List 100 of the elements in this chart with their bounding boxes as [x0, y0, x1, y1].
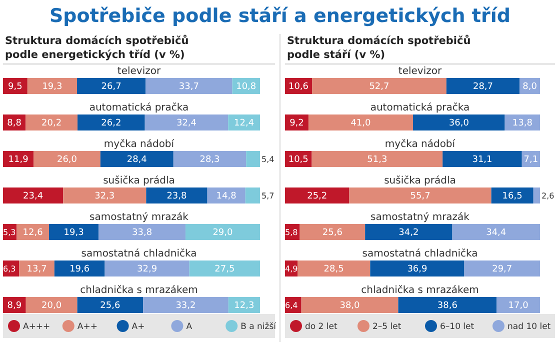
- data-label: 32,9: [137, 264, 158, 275]
- bar: [78, 114, 145, 130]
- y-tick-label: chladnička s mrazákem: [80, 285, 198, 296]
- bar: [143, 297, 228, 313]
- data-label: 5,4: [262, 155, 274, 164]
- data-label: 12,3: [234, 301, 254, 312]
- legend-label: A+++: [23, 322, 50, 332]
- data-label: 51,3: [367, 155, 388, 166]
- y-tick-label: televizor: [117, 66, 162, 77]
- data-label: 10,6: [288, 82, 309, 92]
- data-label: 55,7: [410, 192, 430, 202]
- data-label: 6,4: [285, 301, 298, 310]
- y-tick-label: myčka nádobí: [384, 139, 456, 150]
- data-label: 23,8: [166, 192, 188, 202]
- legend-label: A: [186, 322, 192, 332]
- bar: [19, 260, 54, 276]
- data-label: 38,6: [437, 301, 458, 312]
- bar: [300, 224, 366, 240]
- bar: [98, 224, 186, 240]
- bar: [285, 188, 350, 204]
- y-tick-label: automatická pračka: [89, 102, 189, 114]
- bar: [312, 78, 446, 94]
- bar: [63, 188, 146, 204]
- data-label: 5,3: [3, 228, 16, 238]
- bar: [308, 114, 414, 130]
- y-tick-label: automatická pračka: [370, 102, 470, 114]
- bar: [104, 260, 190, 276]
- data-label: 27,5: [214, 264, 235, 275]
- data-label: 13,7: [26, 264, 47, 275]
- data-label: 16,5: [502, 192, 522, 202]
- y-tick-label: samostatný mrazák: [90, 212, 189, 223]
- chart-subtitle: Struktura domácích spotřebičů podle energetických tříd (v %): [5, 34, 189, 61]
- bar: [413, 114, 505, 130]
- data-label: 41,0: [350, 118, 372, 129]
- data-label: 7,1: [524, 155, 538, 166]
- bar: [26, 114, 78, 130]
- data-label: 29,7: [492, 264, 512, 275]
- data-label: 26,0: [56, 155, 78, 166]
- legend-label: A+: [132, 322, 145, 332]
- data-label: 5,8: [285, 228, 298, 238]
- data-label: 14,8: [216, 192, 237, 202]
- data-label: 34,2: [398, 228, 419, 238]
- data-label: 5,7: [262, 192, 274, 201]
- bar: [173, 151, 246, 167]
- data-label: 28,5: [324, 264, 344, 275]
- data-label: 34,4: [486, 228, 506, 238]
- chart-title: Spotřebiče podle stáří a energetických tříd: [50, 5, 510, 27]
- data-label: 26,2: [101, 118, 122, 129]
- bar: [77, 297, 144, 313]
- bar: [189, 260, 260, 276]
- bar: [49, 224, 99, 240]
- data-label: 32,4: [176, 118, 197, 129]
- bar: [370, 260, 464, 276]
- data-label: 12,6: [22, 228, 44, 238]
- data-label: 28,7: [472, 82, 494, 92]
- y-tick-label: samostatná chladnička: [362, 248, 478, 260]
- bar: [34, 151, 100, 167]
- legend-label: do 2 let: [305, 322, 338, 332]
- bar: [365, 224, 452, 240]
- y-tick-label: sušička prádla: [384, 176, 456, 186]
- bar: [452, 224, 540, 240]
- y-tick-label: chladnička s mrazákem: [361, 285, 479, 296]
- data-label: 10,5: [288, 155, 308, 166]
- data-label: 31,1: [472, 155, 492, 166]
- y-tick-label: myčka nádobí: [104, 139, 176, 150]
- data-label: 23,4: [23, 192, 44, 202]
- data-label: 20,0: [42, 301, 62, 312]
- y-tick-label: samostatná chladnička: [81, 248, 197, 260]
- bar: [442, 151, 522, 167]
- data-label: 33,8: [132, 228, 152, 238]
- data-label: 9,5: [8, 82, 22, 92]
- bar: [3, 188, 64, 204]
- data-label: 11,9: [8, 155, 29, 166]
- data-label: 32,3: [94, 192, 115, 202]
- bar: [77, 78, 146, 94]
- legend-label: 2–5 let: [372, 322, 402, 332]
- bar: [100, 151, 174, 167]
- data-label: 8,9: [7, 301, 22, 312]
- data-label: 4,9: [285, 264, 298, 274]
- data-label: 33,7: [178, 82, 199, 92]
- data-label: 25,2: [307, 192, 328, 202]
- data-label: 19,3: [64, 228, 84, 238]
- y-tick-label: televizor: [398, 66, 442, 77]
- data-label: 28,3: [200, 155, 220, 166]
- legend-label: 6–10 let: [440, 322, 475, 332]
- bar: [146, 188, 208, 204]
- bar: [496, 297, 540, 313]
- data-label: 19,6: [70, 264, 90, 275]
- bar: [54, 260, 105, 276]
- bar: [26, 297, 78, 313]
- bar: [533, 188, 540, 204]
- data-label: 33,2: [176, 301, 196, 312]
- data-label: 26,7: [101, 82, 122, 92]
- bar: [312, 151, 443, 167]
- data-label: 19,3: [42, 82, 62, 92]
- bar: [297, 260, 370, 276]
- chart-subtitle: Struktura domácích spotřebičů podle stáří (v %): [287, 34, 471, 61]
- bar: [245, 188, 260, 204]
- data-label: 38,0: [340, 301, 360, 312]
- bar: [446, 78, 520, 94]
